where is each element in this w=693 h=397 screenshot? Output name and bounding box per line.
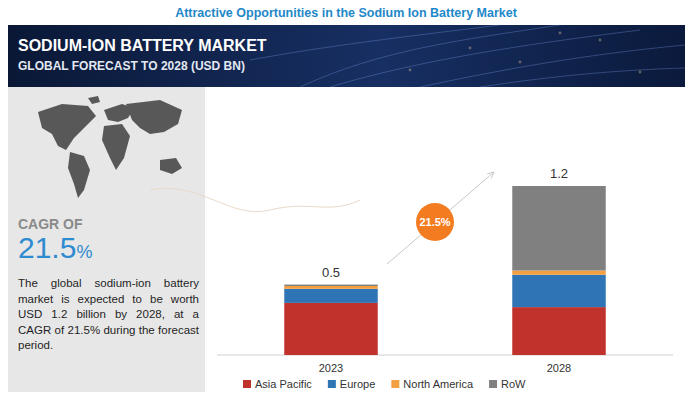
banner-line (330, 30, 640, 87)
banner-decoration (250, 25, 685, 87)
summary-text: The global sodium-ion battery market is … (18, 276, 199, 354)
cagr-number: 21.5 (18, 231, 76, 264)
banner-line (250, 25, 500, 60)
continent (88, 96, 100, 104)
bar-segment (512, 186, 605, 271)
banner (8, 25, 685, 87)
canvas: Attractive Opportunities in the Sodium I… (0, 0, 693, 397)
growth-arrow (387, 172, 494, 264)
legend-swatch (391, 380, 399, 388)
legend-label: North America (403, 378, 474, 390)
total-label: 0.5 (322, 265, 340, 280)
total-label: 1.2 (550, 166, 568, 181)
bar-segment (512, 271, 605, 275)
cagr-label: CAGR OF (18, 216, 83, 232)
bar-segment (512, 307, 605, 355)
x-tick-label: 2023 (319, 362, 343, 374)
banner-spark (409, 69, 412, 72)
cagr-badge-label: 21.5% (419, 216, 450, 228)
bar-segment (284, 303, 377, 355)
page: Attractive Opportunities in the Sodium I… (0, 0, 693, 397)
world-map (38, 96, 182, 198)
continent (126, 100, 182, 134)
chart-panel (205, 87, 685, 392)
swoosh (150, 188, 360, 211)
bar-segment (284, 285, 377, 286)
cagr-badge (416, 203, 454, 241)
banner-line (480, 68, 685, 87)
banner-spark (639, 71, 642, 74)
page-title: Attractive Opportunities in the Sodium I… (175, 6, 518, 20)
banner-spark (519, 61, 522, 64)
banner-spark (599, 39, 602, 42)
cagr-value: 21.5% (18, 231, 92, 264)
bar-segment (284, 289, 377, 303)
legend-label: Asia Pacific (255, 378, 312, 390)
bar-segment (284, 286, 377, 289)
banner-title: SODIUM-ION BATTERY MARKET (18, 37, 267, 54)
banner-spark (469, 47, 472, 50)
legend-label: Europe (340, 378, 375, 390)
continent (102, 124, 130, 170)
legend: Asia Pacific Europe North America RoW (243, 378, 526, 390)
x-tick-label: 2028 (547, 362, 571, 374)
cagr-unit: % (76, 242, 92, 262)
banner-line (300, 25, 560, 87)
legend-swatch (328, 380, 336, 388)
continent (68, 152, 90, 198)
banner-subtitle: GLOBAL FORECAST TO 2028 (USD BN) (18, 59, 245, 73)
legend-label: RoW (501, 378, 526, 390)
continent (38, 104, 96, 150)
sidebar (8, 87, 205, 392)
bar-segment (512, 275, 605, 307)
bars (284, 186, 605, 355)
growth-arrow-head (487, 172, 494, 178)
continent (160, 158, 182, 174)
legend-swatch (243, 380, 251, 388)
banner-spark (559, 32, 562, 35)
banner-line (420, 45, 685, 87)
legend-swatch (489, 380, 497, 388)
